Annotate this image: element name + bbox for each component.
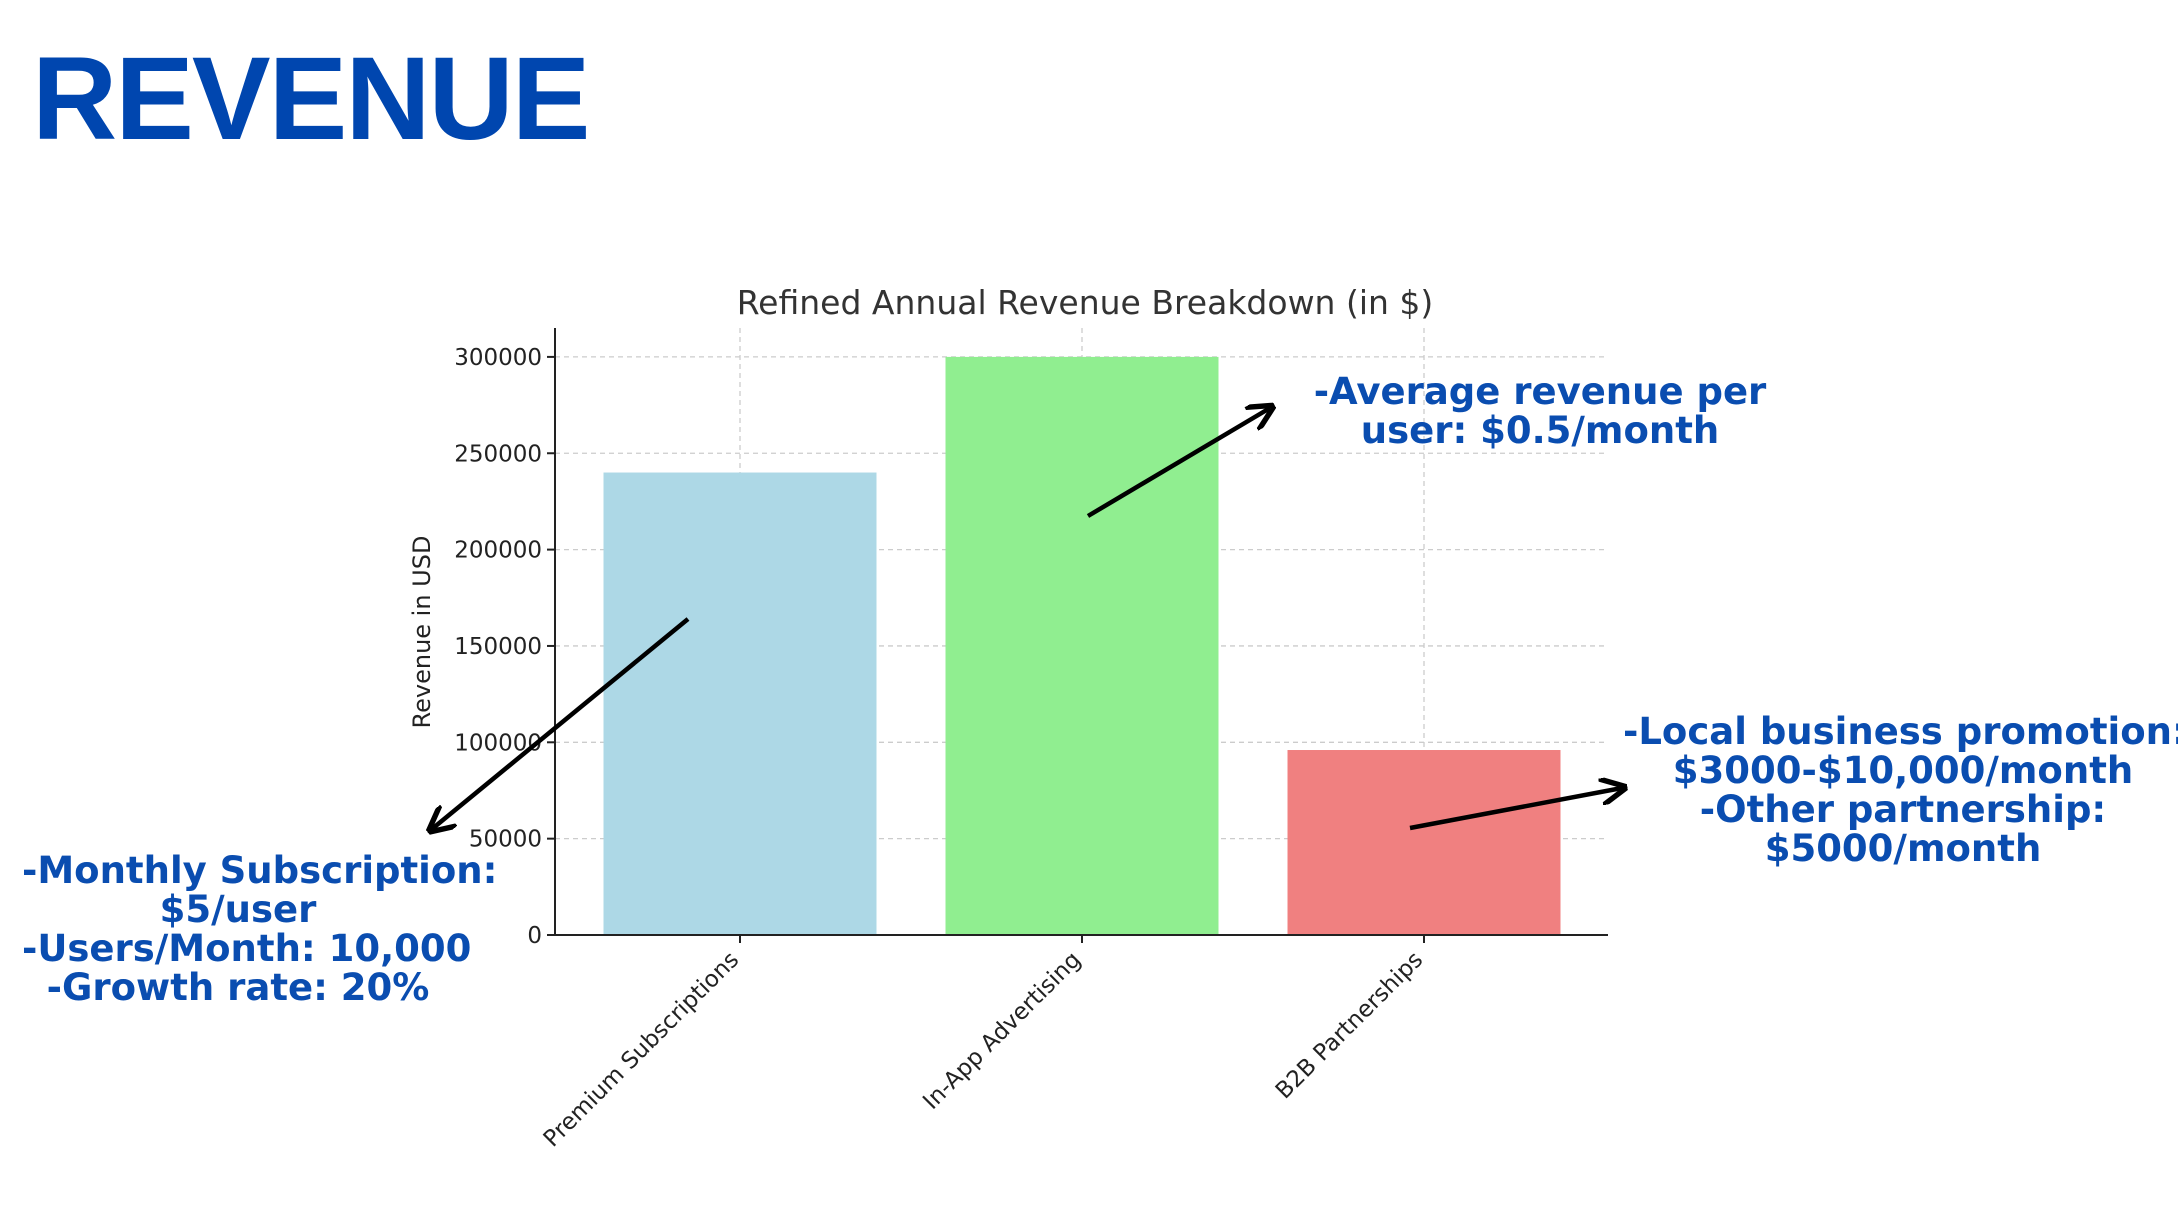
x-ticks: Premium Subscriptions In-App Advertising B…: [539, 935, 1428, 1152]
annotation-line: $3000-$10,000/month: [1672, 749, 2134, 792]
annotation-line: user: $0.5/month: [1360, 409, 1720, 452]
y-tick-label: 50000: [469, 827, 542, 853]
annotation-line: $5000/month: [1764, 827, 2042, 870]
bars: [603, 356, 1561, 935]
annotation-line: -Average revenue per: [1313, 370, 1767, 413]
slide-title: REVENUE: [32, 33, 590, 165]
annotation-b2b: -Local business promotion: $3000-$10,000/…: [1623, 712, 2178, 868]
bar-1: [603, 472, 877, 935]
annotation-advertising: -Average revenue per user: $0.5/month: [1308, 372, 1772, 450]
bar-3: [1287, 750, 1561, 935]
y-tick-label: 300000: [454, 345, 542, 371]
annotation-arrow-3: [1409, 788, 1622, 831]
y-tick-label: 0: [527, 923, 542, 949]
annotation-line: -Other partnership:: [1699, 788, 2107, 831]
chart-title: Refined Annual Revenue Breakdown (in $): [737, 283, 1434, 322]
annotation-premium: -Monthly Subscription: $5/user -Users/Mont…: [22, 849, 498, 1009]
annotation-line: -Local business promotion:: [1623, 710, 2178, 753]
y-tick-label: 200000: [454, 538, 542, 564]
y-axis-label: Revenue in USD: [408, 536, 436, 729]
y-tick-label: 250000: [454, 441, 542, 467]
annotation-line: -Monthly Subscription:: [22, 849, 498, 892]
x-tick-label: Premium Subscriptions: [539, 947, 744, 1152]
bar-2: [945, 356, 1219, 935]
annotation-line: -Users/Month: 10,000: [22, 927, 472, 970]
y-tick-label: 150000: [454, 634, 542, 660]
annotation-arrow-1: [432, 617, 690, 829]
annotation-line: -Growth rate: 20%: [46, 966, 430, 1009]
annotation-arrow-2: [1086, 408, 1270, 518]
annotation-line: $5/user: [159, 888, 317, 931]
x-tick-label: In-App Advertising: [918, 947, 1086, 1115]
x-tick-label: B2B Partnerships: [1271, 947, 1428, 1104]
annotation-arrows: [432, 408, 1622, 829]
